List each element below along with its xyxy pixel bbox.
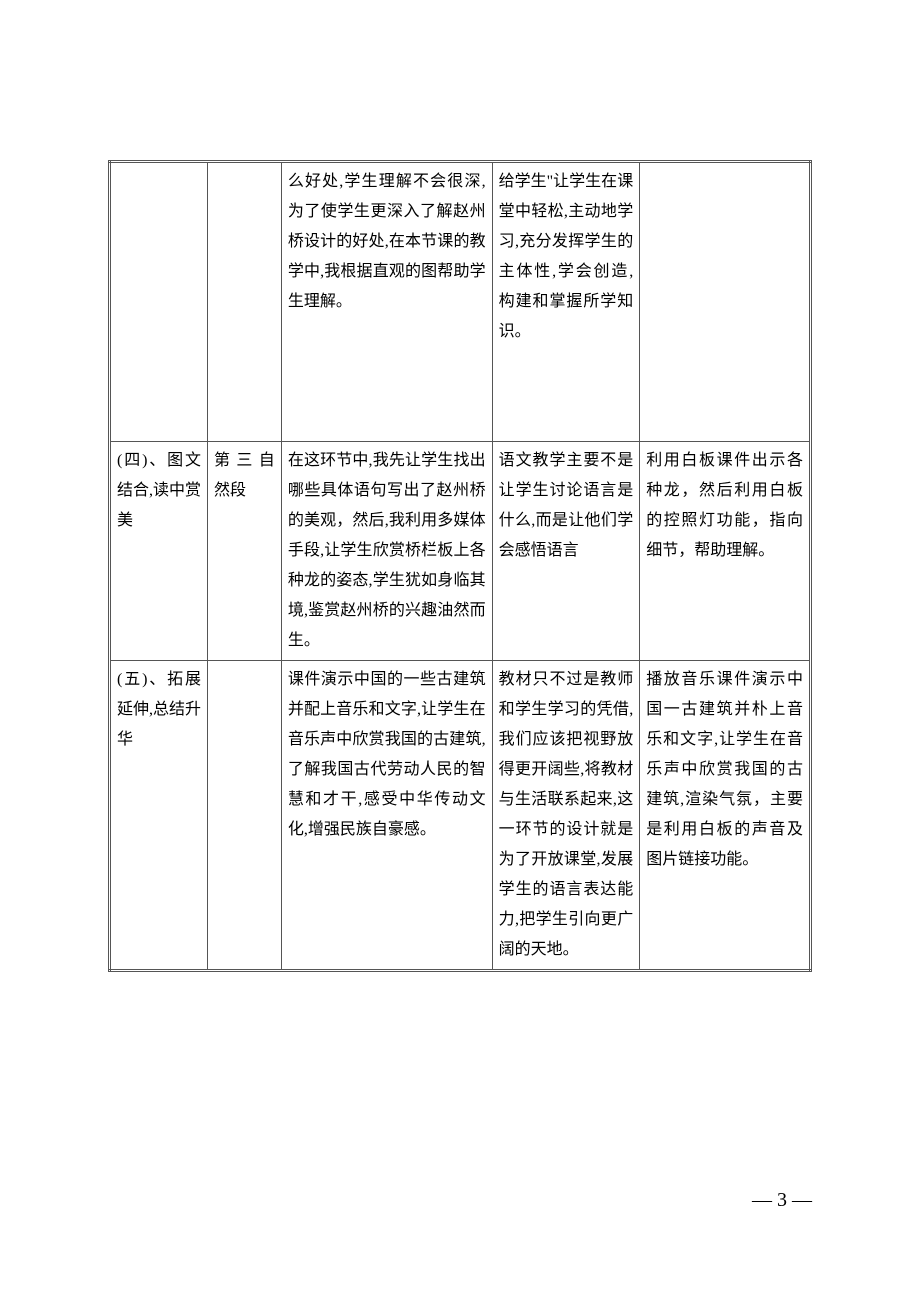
cell-method: 利用白板课件出示各种龙，然后利用白板的控照灯功能，指向细节，帮助理解。 <box>640 442 811 661</box>
cell-rationale: 语文教学主要不是让学生讨论语言是什么,而是让他们学会感悟语言 <box>492 442 640 661</box>
cell-rationale: 给学生"让学生在课堂中轻松,主动地学习,充分发挥学生的主体性,学会创造,构建和掌… <box>492 162 640 442</box>
cell-phase: (五)、拓展延伸,总结升华 <box>110 661 208 971</box>
cell-phase: (四)、图文结合,读中赏美 <box>110 442 208 661</box>
cell-section <box>208 162 282 442</box>
table-row: 么好处,学生理解不会很深,为了使学生更深入了解赵州桥设计的好处,在本节课的教学中… <box>110 162 811 442</box>
cell-method: 播放音乐课件演示中国一古建筑并朴上音乐和文字,让学生在音乐声中欣赏我国的古建筑,… <box>640 661 811 971</box>
cell-phase <box>110 162 208 442</box>
page-container: 么好处,学生理解不会很深,为了使学生更深入了解赵州桥设计的好处,在本节课的教学中… <box>0 0 920 972</box>
cell-description: 在这环节中,我先让学生找出哪些具体语句写出了赵州桥的美观，然后,我利用多媒体手段… <box>281 442 492 661</box>
lesson-plan-table: 么好处,学生理解不会很深,为了使学生更深入了解赵州桥设计的好处,在本节课的教学中… <box>108 160 812 972</box>
cell-description: 么好处,学生理解不会很深,为了使学生更深入了解赵州桥设计的好处,在本节课的教学中… <box>281 162 492 442</box>
table-row: (五)、拓展延伸,总结升华 课件演示中国的一些古建筑并配上音乐和文字,让学生在音… <box>110 661 811 971</box>
cell-section: 第三自然段 <box>208 442 282 661</box>
page-number: — 3 — <box>752 1189 812 1212</box>
table-row: (四)、图文结合,读中赏美 第三自然段 在这环节中,我先让学生找出哪些具体语句写… <box>110 442 811 661</box>
cell-method <box>640 162 811 442</box>
cell-description: 课件演示中国的一些古建筑并配上音乐和文字,让学生在音乐声中欣赏我国的古建筑,了解… <box>281 661 492 971</box>
cell-section <box>208 661 282 971</box>
cell-rationale: 教材只不过是教师和学生学习的凭借,我们应该把视野放得更开阔些,将教材与生活联系起… <box>492 661 640 971</box>
table-body: 么好处,学生理解不会很深,为了使学生更深入了解赵州桥设计的好处,在本节课的教学中… <box>110 162 811 971</box>
